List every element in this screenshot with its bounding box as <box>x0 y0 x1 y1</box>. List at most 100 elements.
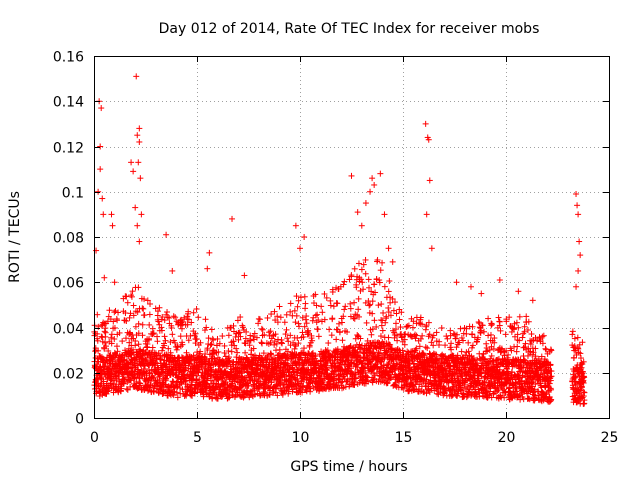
data-point <box>162 337 169 344</box>
data-point-outlier <box>423 211 430 218</box>
data-point <box>481 328 488 335</box>
data-point-outlier <box>135 159 142 166</box>
data-point <box>170 313 177 320</box>
data-point-outlier <box>132 204 139 211</box>
data-point <box>164 308 171 315</box>
data-point <box>119 338 126 345</box>
data-point-outlier <box>377 170 384 177</box>
data-point <box>371 317 378 324</box>
data-point <box>502 331 509 338</box>
data-point-outlier <box>362 200 369 207</box>
data-point-outlier <box>128 159 135 166</box>
data-point-outlier <box>206 249 213 256</box>
data-point <box>104 388 111 395</box>
data-point <box>123 318 130 325</box>
data-point <box>195 314 202 321</box>
grid-lines <box>94 56 609 418</box>
data-point <box>102 339 109 346</box>
data-point <box>120 380 127 387</box>
data-point <box>457 325 464 332</box>
data-point-outlier <box>389 258 396 265</box>
data-point <box>363 319 370 326</box>
x-tick-label: 15 <box>395 430 413 446</box>
data-point <box>144 340 151 347</box>
data-point <box>179 318 186 325</box>
data-point <box>111 324 118 331</box>
data-point <box>183 349 190 356</box>
data-point-outlier <box>575 267 582 274</box>
data-point <box>276 303 283 310</box>
data-point <box>386 278 393 285</box>
data-point <box>96 364 103 371</box>
data-point <box>574 334 581 341</box>
data-point <box>110 318 117 325</box>
data-point <box>495 314 502 321</box>
data-point <box>166 363 173 370</box>
data-point <box>203 324 210 331</box>
data-point <box>302 300 309 307</box>
data-point <box>301 293 308 300</box>
data-point <box>542 345 549 352</box>
data-point <box>366 302 373 309</box>
data-point <box>318 303 325 310</box>
data-point-outlier <box>515 288 522 295</box>
data-point <box>422 344 429 351</box>
data-point <box>377 267 384 274</box>
data-point <box>259 326 266 333</box>
data-point <box>341 306 348 313</box>
data-point-outlier <box>130 168 137 175</box>
data-point <box>163 361 170 368</box>
y-tick-label: 0.02 <box>53 367 84 383</box>
data-point <box>523 313 530 320</box>
y-tick-label: 0.08 <box>53 231 84 247</box>
data-point <box>108 340 115 347</box>
data-point <box>177 343 184 350</box>
data-point-outlier <box>422 120 429 127</box>
data-point-outlier <box>136 138 143 145</box>
data-point <box>132 342 139 349</box>
data-point-outlier <box>467 283 474 290</box>
data-point <box>97 375 104 382</box>
data-point-outlier <box>573 191 580 198</box>
data-point <box>149 325 156 332</box>
data-point-outlier <box>134 132 141 139</box>
data-point <box>309 317 316 324</box>
data-point <box>155 318 162 325</box>
data-point <box>377 333 384 340</box>
data-point <box>469 331 476 338</box>
data-point <box>359 279 366 286</box>
data-point <box>334 300 341 307</box>
data-point <box>179 321 186 328</box>
data-point <box>396 316 403 323</box>
data-point <box>369 298 376 305</box>
data-point <box>351 265 358 272</box>
data-point <box>129 288 136 295</box>
data-point <box>102 329 109 336</box>
data-point <box>155 350 162 357</box>
data-point <box>483 340 490 347</box>
data-point <box>95 347 102 354</box>
data-point <box>134 362 141 369</box>
data-point <box>111 335 118 342</box>
data-point-outlier <box>97 166 104 173</box>
data-point <box>258 339 265 346</box>
data-point <box>113 343 120 350</box>
data-point <box>327 302 334 309</box>
x-tick-label: 25 <box>601 430 619 446</box>
data-point <box>159 347 166 354</box>
data-point <box>569 331 576 338</box>
data-point <box>379 327 386 334</box>
data-point <box>368 331 375 338</box>
data-point <box>174 394 181 401</box>
data-point-outlier <box>529 297 536 304</box>
data-point <box>351 299 358 306</box>
data-point <box>458 348 465 355</box>
data-point-outlier <box>100 211 107 218</box>
data-point <box>381 283 388 290</box>
data-point <box>448 340 455 347</box>
data-point <box>177 333 184 340</box>
data-point-outlier <box>292 222 299 229</box>
data-point <box>234 349 241 356</box>
data-point <box>167 339 174 346</box>
